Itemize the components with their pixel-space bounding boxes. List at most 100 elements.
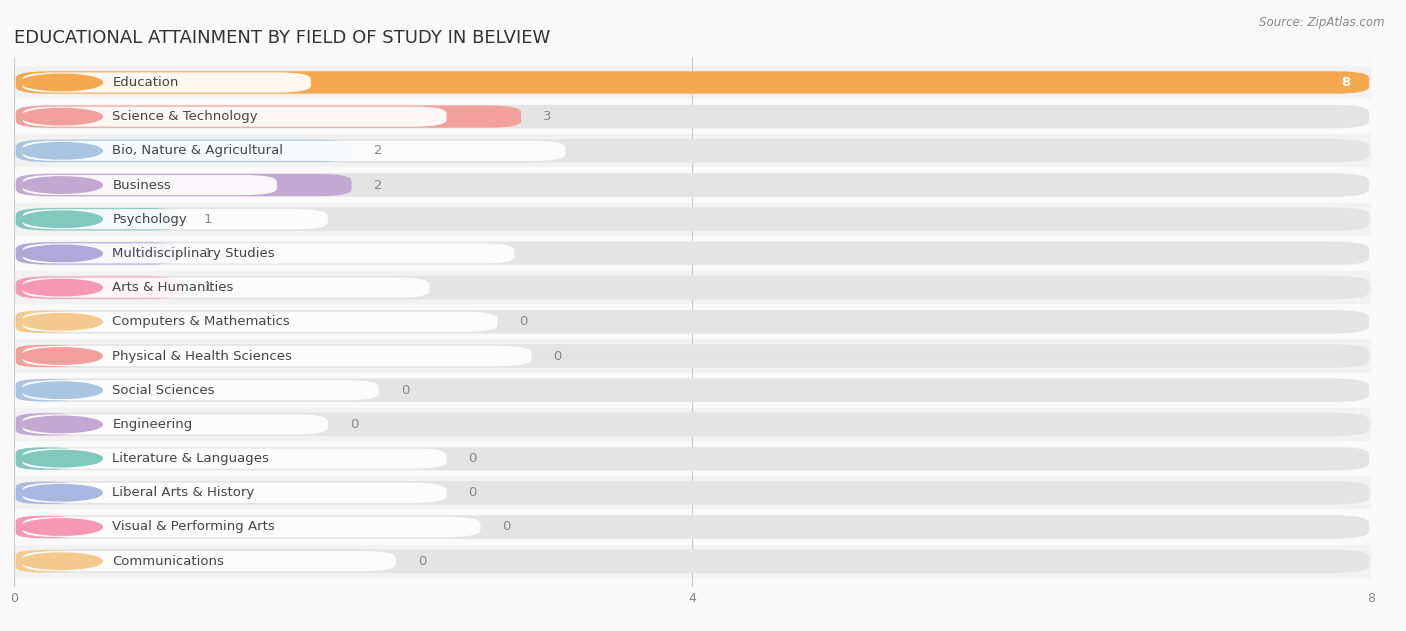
Circle shape [21, 143, 103, 159]
Bar [6, 545, 1406, 578]
FancyBboxPatch shape [15, 515, 1369, 539]
Text: Engineering: Engineering [112, 418, 193, 431]
Circle shape [21, 416, 103, 433]
Circle shape [21, 553, 103, 569]
Circle shape [21, 485, 103, 501]
FancyBboxPatch shape [15, 139, 352, 162]
Text: Visual & Performing Arts: Visual & Performing Arts [112, 521, 276, 533]
FancyBboxPatch shape [22, 141, 565, 161]
Text: 0: 0 [502, 521, 510, 533]
FancyBboxPatch shape [15, 242, 1369, 265]
FancyBboxPatch shape [22, 244, 515, 264]
FancyBboxPatch shape [22, 209, 328, 229]
Text: Psychology: Psychology [112, 213, 187, 226]
Bar [6, 442, 1406, 475]
FancyBboxPatch shape [15, 379, 1369, 402]
Circle shape [21, 519, 103, 535]
Circle shape [21, 74, 103, 91]
FancyBboxPatch shape [15, 344, 1369, 368]
Text: Source: ZipAtlas.com: Source: ZipAtlas.com [1260, 16, 1385, 29]
FancyBboxPatch shape [22, 278, 430, 298]
Circle shape [21, 314, 103, 330]
Bar [6, 408, 1406, 441]
FancyBboxPatch shape [15, 310, 1369, 334]
FancyBboxPatch shape [15, 174, 352, 196]
FancyBboxPatch shape [22, 346, 531, 366]
FancyBboxPatch shape [22, 551, 395, 571]
FancyBboxPatch shape [15, 71, 1369, 93]
Text: Business: Business [112, 179, 172, 192]
Circle shape [21, 280, 103, 296]
Bar [6, 134, 1406, 167]
Bar [6, 339, 1406, 372]
FancyBboxPatch shape [22, 175, 277, 195]
Text: Literature & Languages: Literature & Languages [112, 452, 270, 465]
Text: Liberal Arts & History: Liberal Arts & History [112, 487, 254, 499]
FancyBboxPatch shape [15, 481, 1369, 505]
FancyBboxPatch shape [15, 105, 1369, 129]
Circle shape [21, 348, 103, 364]
FancyBboxPatch shape [15, 71, 1369, 94]
Text: 2: 2 [374, 179, 382, 192]
FancyBboxPatch shape [15, 447, 75, 469]
Bar [6, 100, 1406, 133]
Text: Social Sciences: Social Sciences [112, 384, 215, 397]
FancyBboxPatch shape [15, 345, 75, 367]
Text: Computers & Mathematics: Computers & Mathematics [112, 316, 290, 328]
FancyBboxPatch shape [15, 516, 75, 538]
Text: 8: 8 [1341, 76, 1351, 89]
FancyBboxPatch shape [15, 242, 181, 264]
Text: 0: 0 [401, 384, 409, 397]
FancyBboxPatch shape [15, 276, 1369, 300]
Bar [6, 66, 1406, 99]
FancyBboxPatch shape [22, 483, 447, 503]
Text: 0: 0 [519, 316, 527, 328]
Text: 1: 1 [204, 281, 212, 294]
Bar [6, 237, 1406, 270]
Text: 1: 1 [204, 213, 212, 226]
FancyBboxPatch shape [22, 380, 378, 400]
FancyBboxPatch shape [15, 413, 1369, 436]
FancyBboxPatch shape [22, 312, 498, 332]
Bar [6, 203, 1406, 236]
FancyBboxPatch shape [22, 73, 311, 93]
Text: Multidisciplinary Studies: Multidisciplinary Studies [112, 247, 276, 260]
Bar [6, 476, 1406, 509]
FancyBboxPatch shape [15, 413, 75, 435]
Text: Physical & Health Sciences: Physical & Health Sciences [112, 350, 292, 362]
FancyBboxPatch shape [22, 449, 447, 469]
Text: 0: 0 [418, 555, 426, 568]
FancyBboxPatch shape [15, 276, 181, 298]
Text: 0: 0 [350, 418, 359, 431]
Bar [6, 168, 1406, 202]
Text: Education: Education [112, 76, 179, 89]
Circle shape [21, 382, 103, 398]
FancyBboxPatch shape [15, 310, 75, 333]
FancyBboxPatch shape [15, 550, 1369, 573]
Circle shape [21, 451, 103, 467]
Text: Arts & Humanities: Arts & Humanities [112, 281, 233, 294]
FancyBboxPatch shape [15, 379, 75, 401]
Text: Science & Technology: Science & Technology [112, 110, 259, 123]
Text: 0: 0 [468, 487, 477, 499]
FancyBboxPatch shape [15, 481, 75, 504]
FancyBboxPatch shape [22, 517, 481, 537]
Text: 0: 0 [468, 452, 477, 465]
FancyBboxPatch shape [15, 208, 1369, 231]
Bar [6, 510, 1406, 543]
FancyBboxPatch shape [15, 174, 1369, 197]
FancyBboxPatch shape [15, 139, 1369, 163]
FancyBboxPatch shape [15, 447, 1369, 470]
FancyBboxPatch shape [22, 107, 447, 127]
Text: 2: 2 [374, 144, 382, 157]
FancyBboxPatch shape [22, 415, 328, 435]
Bar [6, 305, 1406, 338]
Circle shape [21, 109, 103, 125]
Text: EDUCATIONAL ATTAINMENT BY FIELD OF STUDY IN BELVIEW: EDUCATIONAL ATTAINMENT BY FIELD OF STUDY… [14, 29, 550, 47]
FancyBboxPatch shape [15, 208, 181, 230]
FancyBboxPatch shape [15, 105, 522, 127]
Circle shape [21, 177, 103, 193]
Text: 1: 1 [204, 247, 212, 260]
Text: Communications: Communications [112, 555, 225, 568]
FancyBboxPatch shape [15, 550, 75, 572]
